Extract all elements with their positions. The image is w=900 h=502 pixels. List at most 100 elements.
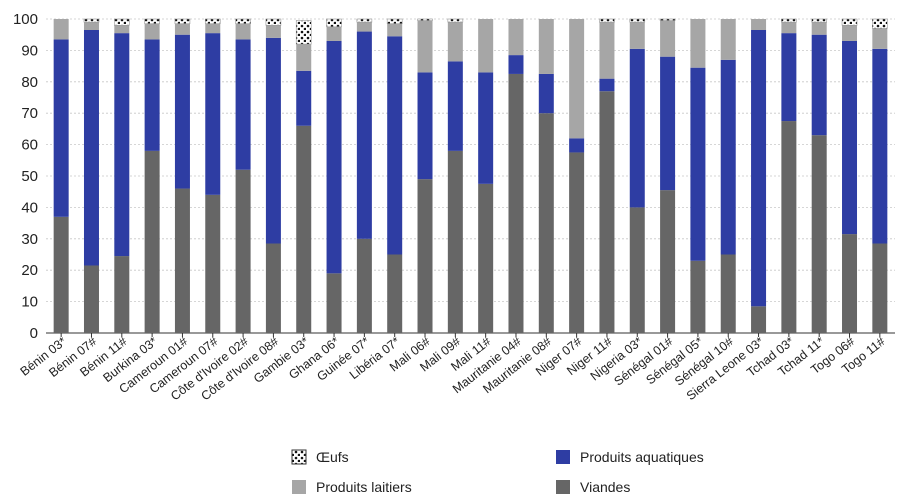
bar-segment--ufs (204, 18, 221, 25)
legend-swatch (292, 480, 306, 494)
bar-segment-viandes (599, 91, 615, 333)
bar-segment-viandes (751, 306, 767, 333)
bar-segment--ufs (872, 18, 888, 29)
bar-segment-viandes (478, 183, 494, 333)
bar-segment-produits-laitiers (83, 22, 99, 30)
bar-segment-produits-laitiers (417, 20, 433, 73)
bar-segment--ufs (265, 18, 282, 26)
bar-segment-produits-aquatiques (174, 34, 190, 189)
bar-segment-viandes (781, 121, 797, 333)
y-tick-label: 40 (21, 199, 38, 216)
bars (53, 18, 888, 333)
bar-segment-produits-aquatiques (690, 67, 706, 261)
bar-segment--ufs (144, 18, 160, 25)
y-tick-label: 60 (21, 137, 38, 154)
bar-segment-produits-laitiers (144, 23, 160, 40)
legend-label: Viandes (580, 479, 630, 495)
bar-segment-viandes (296, 125, 312, 333)
bar-segment--ufs (659, 18, 676, 21)
bar-segment-produits-aquatiques (751, 29, 767, 307)
bar-segment-produits-laitiers (447, 22, 463, 62)
bar-segment-produits-laitiers (174, 23, 190, 35)
bar-segment-viandes (387, 254, 403, 333)
bar-segment--ufs (114, 18, 130, 26)
bar-segment-viandes (326, 273, 342, 333)
bar-segment--ufs (841, 18, 858, 26)
bar-segment-produits-laitiers (265, 25, 281, 38)
bar-segment-produits-aquatiques (205, 33, 221, 195)
bar-segment-viandes (235, 169, 251, 333)
bar-segment-viandes (811, 135, 827, 333)
bar-segment-viandes (174, 188, 190, 333)
bar-segment-produits-laitiers (690, 19, 706, 68)
bar-segment-viandes (83, 265, 99, 333)
bar-segment-produits-laitiers (387, 23, 403, 37)
bar-segment-produits-aquatiques (235, 39, 251, 170)
category-labels: Bénin 03*Bénin 07#Bénin 11#Burkina 03*Ca… (18, 334, 888, 403)
bar-segment-produits-aquatiques (508, 55, 524, 74)
bar-segment-produits-laitiers (781, 22, 797, 34)
bar-segment-produits-aquatiques (356, 31, 372, 239)
legend-label: Produits aquatiques (580, 449, 704, 465)
bar-segment-viandes (538, 113, 554, 333)
bar-segment-produits-aquatiques (538, 73, 554, 114)
y-tick-label: 80 (21, 74, 38, 91)
bar-segment-viandes (629, 207, 645, 333)
bar-segment--ufs (326, 18, 342, 28)
bar-segment-produits-laitiers (872, 28, 888, 49)
legend-label: Œufs (316, 449, 349, 465)
bar-segment--ufs (235, 18, 251, 25)
bar-segment-viandes (53, 216, 69, 333)
bar-segment-produits-laitiers (811, 22, 827, 35)
bar-segment-produits-aquatiques (265, 37, 281, 244)
bar-segment-produits-aquatiques (144, 39, 160, 151)
legend-swatch (291, 449, 307, 465)
bar-segment-produits-aquatiques (326, 40, 342, 274)
bar-segment-produits-aquatiques (599, 78, 615, 92)
bar-segment-produits-laitiers (356, 22, 372, 32)
y-tick-label: 70 (21, 105, 38, 122)
bar-segment--ufs (417, 18, 433, 21)
bar-segment-produits-aquatiques (83, 29, 99, 266)
y-tick-label: 90 (21, 42, 38, 59)
bar-segment-produits-laitiers (599, 22, 615, 79)
bar-segment-viandes (447, 150, 463, 333)
bar-segment-produits-laitiers (114, 25, 130, 34)
bar-segment-produits-laitiers (326, 26, 342, 41)
bar-segment-produits-laitiers (205, 23, 221, 34)
bar-segment-produits-aquatiques (114, 33, 130, 257)
bar-segment-viandes (660, 190, 676, 333)
bar-segment-produits-aquatiques (629, 48, 645, 208)
y-tick-label: 30 (21, 231, 38, 248)
y-tick-label: 20 (21, 262, 38, 279)
gridlines (46, 18, 895, 303)
bar-segment--ufs (599, 18, 615, 23)
bar-segment-viandes (205, 194, 221, 333)
bar-segment-viandes (872, 243, 888, 333)
bar-segment-produits-aquatiques (296, 70, 312, 126)
bar-segment-viandes (508, 73, 524, 333)
bar-segment-produits-laitiers (538, 19, 554, 74)
bar-segment-produits-laitiers (569, 19, 585, 139)
bar-segment-produits-aquatiques (842, 40, 858, 235)
bar-segment-produits-aquatiques (811, 34, 827, 136)
bar-segment-produits-laitiers (720, 19, 736, 60)
bar-segment-produits-aquatiques (569, 138, 585, 153)
bar-segment-produits-aquatiques (53, 39, 69, 217)
bar-segment--ufs (811, 18, 827, 23)
bar-segment-produits-laitiers (660, 20, 676, 57)
bar-segment-viandes (114, 256, 130, 333)
bar-segment--ufs (781, 18, 797, 23)
bar-segment-viandes (417, 179, 433, 333)
bar-segment-viandes (265, 243, 281, 333)
bar-segment-produits-laitiers (842, 25, 858, 41)
bar-segment-produits-aquatiques (781, 33, 797, 122)
bar-segment-produits-laitiers (629, 22, 645, 49)
bar-segment-produits-aquatiques (387, 36, 403, 255)
bar-segment-viandes (842, 234, 858, 333)
bar-segment-viandes (144, 150, 160, 333)
bar-segment-viandes (720, 254, 736, 333)
y-tick-label: 0 (30, 325, 38, 342)
